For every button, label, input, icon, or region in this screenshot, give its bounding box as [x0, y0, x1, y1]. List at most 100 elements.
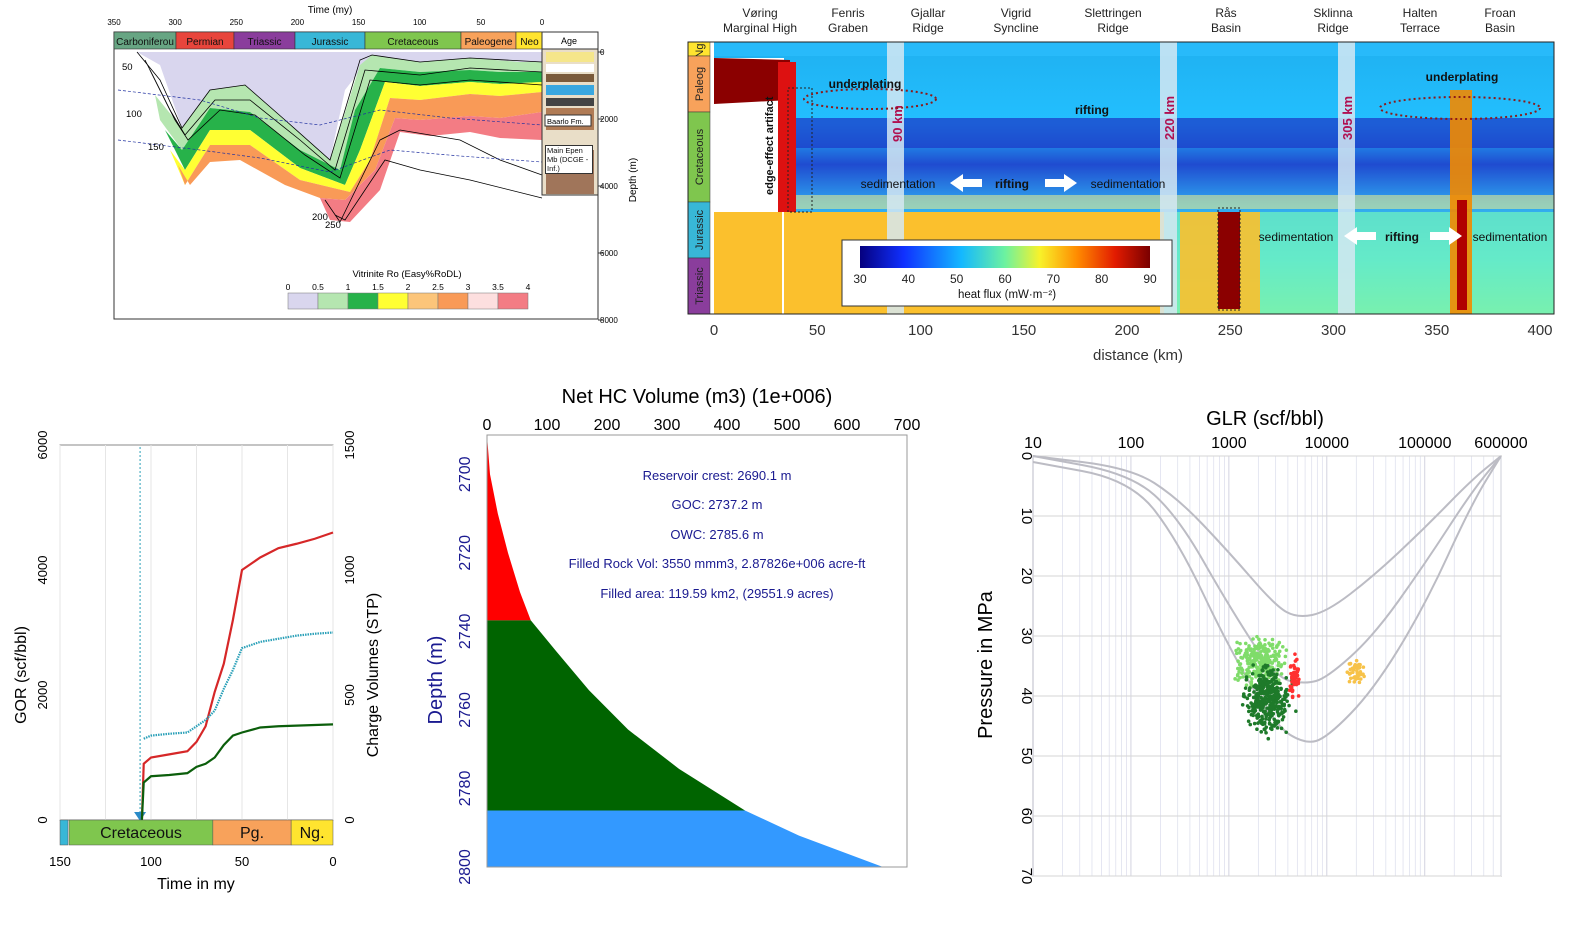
glr-point: [1271, 672, 1276, 676]
glr-point: [1256, 697, 1260, 701]
glr-point: [1251, 663, 1255, 667]
period-label: Carboniferou: [116, 37, 174, 48]
glr-point: [1290, 689, 1295, 694]
depth-left-tick: 150: [148, 142, 164, 153]
region-label-line2: Terrace: [1400, 21, 1440, 35]
vitrinite-swatch: [497, 292, 529, 310]
glr-point: [1277, 640, 1282, 645]
vitrinite-tick: 3: [466, 282, 471, 292]
hc-y-tick: 2700: [457, 456, 474, 492]
period-label: Cretaceous: [387, 37, 438, 48]
glr-point: [1240, 656, 1245, 660]
glr-point: [1361, 672, 1365, 676]
glr-point: [1245, 668, 1249, 672]
time-tick: 0: [540, 18, 545, 27]
period-label: Jurassic: [312, 37, 349, 48]
glr-point: [1270, 637, 1275, 642]
gor-left-tick: 2000: [35, 681, 50, 710]
glr-point: [1267, 722, 1272, 726]
hc-svg: Net HC Volume (m3) (1e+006) 0 100 200 300 40…: [425, 386, 920, 885]
glr-point: [1271, 668, 1275, 672]
glr-point: [1283, 654, 1288, 659]
glr-point: [1279, 687, 1283, 691]
glr-point: [1284, 648, 1289, 652]
glr-point: [1260, 668, 1265, 672]
glr-y-label: Pressure in MPa: [975, 590, 997, 739]
glr-point: [1252, 647, 1257, 652]
hc-x-tick: 0: [483, 417, 492, 434]
glr-point: [1269, 679, 1274, 684]
glr-point: [1248, 722, 1253, 727]
glr-point: [1284, 675, 1289, 680]
hc-x-tick: 300: [654, 417, 681, 434]
depth-right-tick: 8000: [600, 316, 618, 325]
glr-point: [1289, 671, 1293, 676]
edge-artifact-box: [787, 87, 813, 213]
gor-left-tick: 4000: [35, 556, 50, 585]
time-tick: 100: [413, 18, 427, 27]
glr-y-tick: 20: [1018, 568, 1035, 585]
glr-point: [1247, 693, 1251, 698]
region-label-line2: Basin: [1211, 21, 1241, 35]
glr-point: [1257, 673, 1261, 678]
heat-ras-basin-hot: [1218, 212, 1240, 309]
glr-point: [1262, 722, 1267, 726]
glr-point: [1280, 717, 1285, 722]
glr-point: [1240, 668, 1245, 672]
burial-layer-green: [165, 68, 542, 185]
glr-point: [1348, 661, 1353, 666]
glr-point: [1266, 647, 1270, 652]
glr-point: [1269, 654, 1274, 659]
heat-froan-core: [1457, 200, 1467, 310]
depth-right-tick: 6000: [600, 249, 618, 258]
glr-x-tick: 100000: [1398, 435, 1451, 452]
glr-point: [1276, 695, 1281, 700]
burial-layer-lightgreen: [155, 55, 542, 170]
glr-point: [1270, 661, 1275, 665]
glr-point: [1263, 643, 1267, 647]
glr-point: [1259, 730, 1264, 734]
underplating-right-label: underplating: [1426, 70, 1499, 84]
glr-point: [1252, 721, 1257, 726]
gor-x-tick: 150: [49, 854, 71, 869]
gor-period-box: [68, 819, 214, 846]
burial-layer-red: [320, 112, 542, 222]
glr-point: [1238, 675, 1242, 680]
rifting-right-label: rifting: [1385, 230, 1419, 244]
glr-point: [1356, 663, 1360, 668]
gap-305km-bar: [1338, 42, 1355, 314]
glr-point: [1247, 644, 1251, 648]
hc-y-tick: 2760: [457, 692, 474, 728]
glr-point: [1281, 702, 1286, 707]
unit-epen-box: Main Epen Mb (DCGE - Inf.): [545, 145, 593, 174]
glr-point: [1266, 736, 1271, 741]
gor-right-tick: 1000: [342, 556, 357, 585]
gor-x-label: Time in my: [157, 876, 235, 893]
glr-point: [1242, 694, 1247, 699]
glr-point: [1293, 652, 1297, 656]
epoch-label: Cretaceous: [694, 128, 706, 185]
glr-point: [1271, 711, 1276, 716]
gap-220km-label: 220 km: [1162, 96, 1177, 140]
glr-point: [1270, 642, 1275, 647]
glr-point: [1348, 676, 1353, 681]
glr-point: [1244, 649, 1249, 653]
region-label-line1: Vigrid: [1001, 6, 1031, 20]
glr-point: [1276, 707, 1280, 712]
glr-point: [1257, 655, 1261, 660]
glr-point: [1278, 681, 1282, 686]
glr-point: [1285, 687, 1289, 692]
glr-point: [1355, 668, 1359, 673]
glr-point: [1259, 695, 1263, 700]
region-label-line1: Gjallar: [911, 6, 946, 20]
glr-point: [1236, 647, 1241, 651]
region-label-line1: Slettringen: [1084, 6, 1141, 20]
glr-point: [1264, 730, 1268, 735]
vitrinite-tick: 1.5: [372, 282, 384, 292]
gor-series-line: [140, 531, 334, 821]
depth-right-tick: 0: [600, 48, 605, 57]
glr-point: [1251, 637, 1255, 641]
depth-right-tick: 2000: [600, 115, 618, 124]
glr-point: [1259, 701, 1263, 706]
heat-x-tick: 100: [908, 322, 933, 339]
